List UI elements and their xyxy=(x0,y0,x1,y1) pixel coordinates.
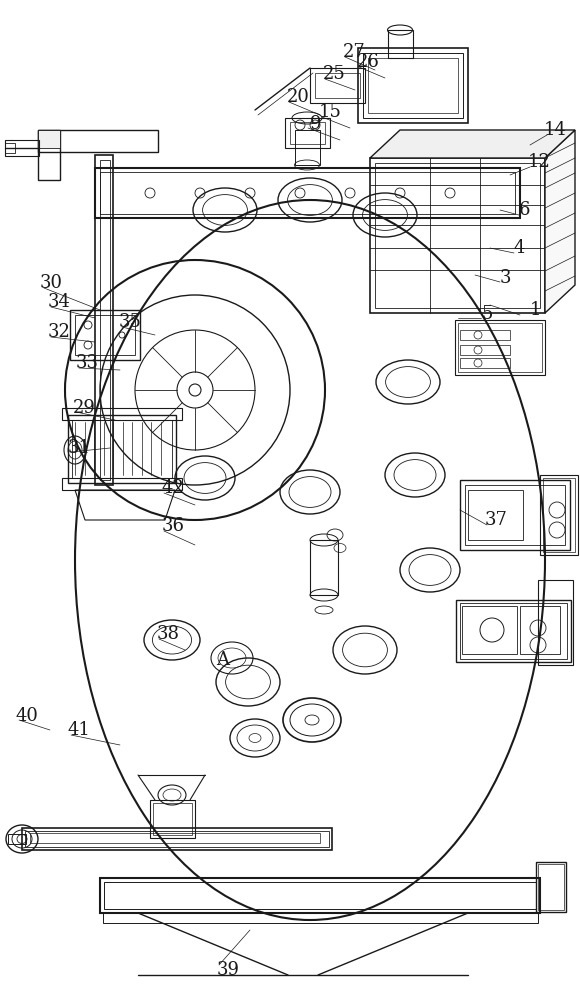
Bar xyxy=(72,420,172,478)
Bar xyxy=(310,68,365,103)
Bar xyxy=(375,163,540,308)
Bar xyxy=(150,800,195,838)
Text: 41: 41 xyxy=(67,721,90,739)
Polygon shape xyxy=(545,130,575,313)
Text: 1: 1 xyxy=(529,301,541,319)
Bar xyxy=(75,315,135,355)
Polygon shape xyxy=(370,130,575,158)
Bar xyxy=(358,48,468,123)
Bar xyxy=(38,130,158,152)
Text: 42: 42 xyxy=(162,479,184,497)
Bar xyxy=(310,540,338,595)
Bar xyxy=(30,833,320,843)
Bar xyxy=(103,913,538,923)
Bar xyxy=(468,490,523,540)
Bar xyxy=(22,828,332,850)
Text: 39: 39 xyxy=(216,961,240,979)
Bar xyxy=(290,122,325,144)
Text: 4: 4 xyxy=(513,239,525,257)
Bar xyxy=(458,323,542,372)
Text: 15: 15 xyxy=(318,103,342,121)
Text: 5: 5 xyxy=(481,305,492,323)
Bar xyxy=(62,478,182,490)
Bar xyxy=(368,58,458,113)
Bar xyxy=(100,878,540,913)
Bar xyxy=(460,480,570,550)
Text: 12: 12 xyxy=(528,153,550,171)
Bar xyxy=(460,345,510,355)
Text: 31: 31 xyxy=(67,439,90,457)
Bar xyxy=(100,160,110,480)
Bar xyxy=(538,864,564,910)
Bar xyxy=(520,606,560,654)
Bar xyxy=(68,415,176,483)
Text: 20: 20 xyxy=(287,88,310,106)
Bar xyxy=(38,130,60,180)
Text: 33: 33 xyxy=(75,354,99,372)
Text: 27: 27 xyxy=(343,43,365,61)
Text: 25: 25 xyxy=(322,65,345,83)
Bar xyxy=(95,168,520,218)
Text: 37: 37 xyxy=(484,511,508,529)
Bar xyxy=(363,53,463,118)
Bar xyxy=(104,882,536,909)
Text: 9: 9 xyxy=(310,115,322,133)
Bar xyxy=(153,803,192,835)
Bar xyxy=(70,310,140,360)
Bar xyxy=(295,130,320,165)
Text: 29: 29 xyxy=(72,399,96,417)
Text: 40: 40 xyxy=(16,707,38,725)
Bar xyxy=(38,130,60,148)
Text: 38: 38 xyxy=(157,625,179,643)
Bar xyxy=(5,140,39,156)
Bar xyxy=(465,485,565,545)
Bar xyxy=(388,30,413,58)
Text: 35: 35 xyxy=(118,313,142,331)
Bar xyxy=(536,862,566,912)
Bar xyxy=(460,330,510,340)
Bar xyxy=(8,834,26,844)
Text: 36: 36 xyxy=(161,517,184,535)
Bar xyxy=(540,475,578,555)
Bar xyxy=(543,478,575,552)
Text: 34: 34 xyxy=(48,293,70,311)
Bar xyxy=(315,73,360,98)
Text: 6: 6 xyxy=(519,201,530,219)
Bar xyxy=(5,143,15,153)
Text: 32: 32 xyxy=(48,323,70,341)
Text: 14: 14 xyxy=(543,121,567,139)
Bar xyxy=(460,358,510,368)
Text: 30: 30 xyxy=(39,274,63,292)
Bar xyxy=(25,831,329,847)
Bar xyxy=(538,580,573,665)
Bar xyxy=(285,118,330,148)
Bar xyxy=(462,606,517,654)
Text: A: A xyxy=(216,651,230,669)
Bar xyxy=(455,320,545,375)
Bar xyxy=(62,408,182,420)
Bar xyxy=(460,603,567,659)
Bar xyxy=(100,172,515,214)
Text: 26: 26 xyxy=(357,53,379,71)
Bar xyxy=(370,158,545,313)
Bar xyxy=(95,155,113,485)
Text: 3: 3 xyxy=(499,269,511,287)
Bar xyxy=(456,600,571,662)
